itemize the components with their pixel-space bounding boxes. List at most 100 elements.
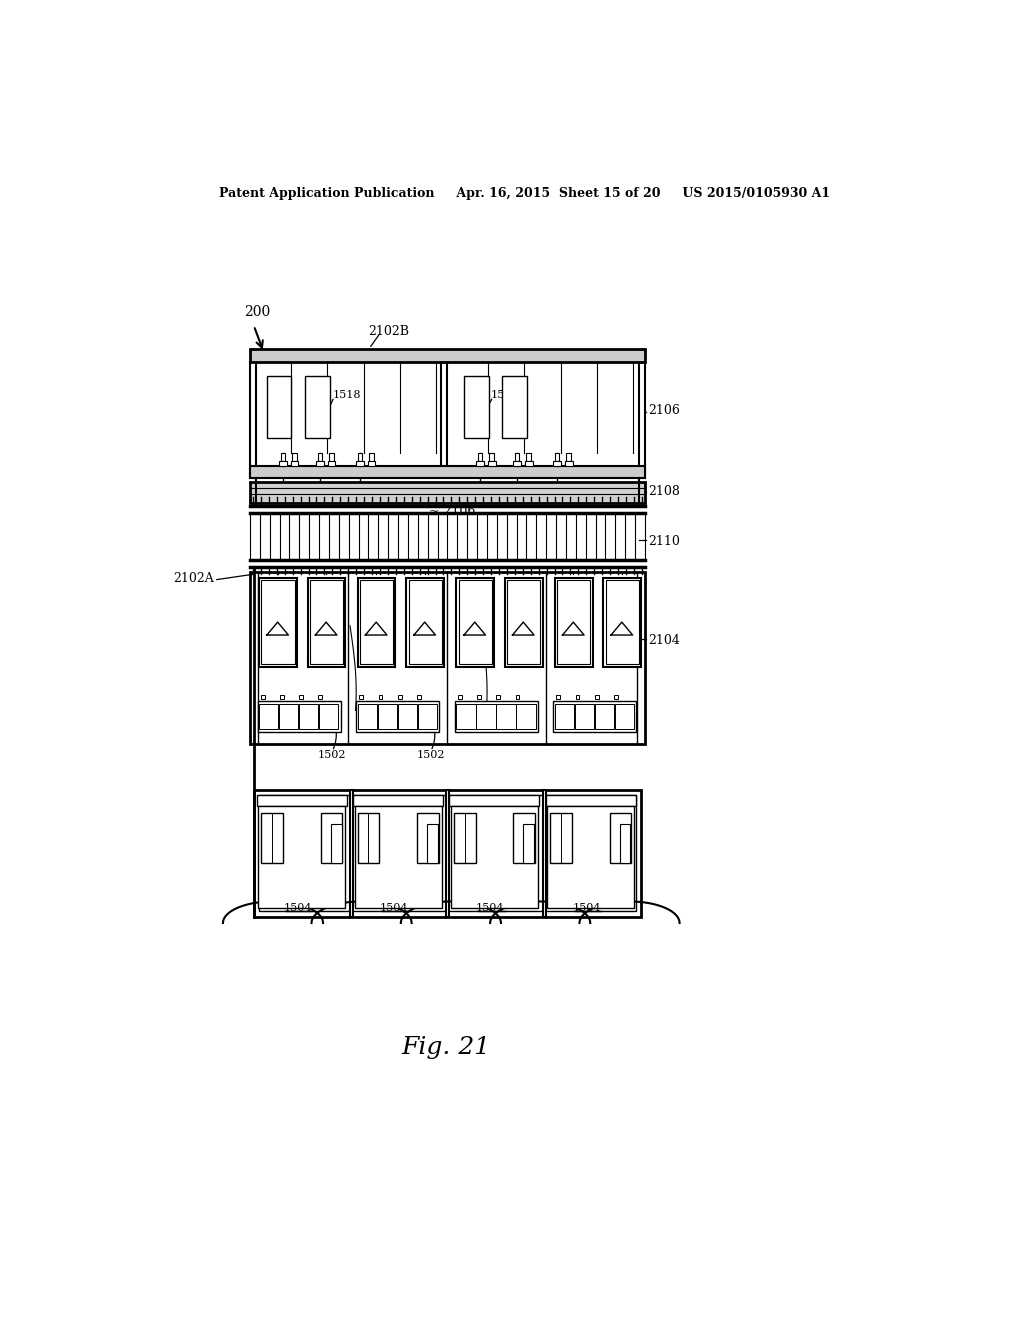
Bar — [318, 696, 323, 700]
Bar — [331, 825, 342, 863]
Bar — [555, 453, 559, 461]
Bar — [497, 696, 500, 700]
Bar — [605, 581, 639, 664]
Bar — [357, 453, 362, 461]
Bar — [458, 696, 462, 700]
Bar — [547, 807, 634, 908]
Bar — [316, 461, 324, 466]
Bar — [259, 578, 297, 667]
Bar — [330, 453, 334, 461]
Bar — [574, 705, 594, 729]
Text: 1518: 1518 — [490, 389, 519, 400]
Bar — [250, 362, 256, 478]
Bar — [557, 581, 590, 664]
Bar — [556, 696, 560, 700]
Bar — [565, 461, 572, 466]
Bar — [546, 795, 636, 807]
Bar — [477, 696, 481, 700]
Text: 2110: 2110 — [648, 535, 680, 548]
Bar — [441, 362, 447, 466]
Bar — [379, 696, 382, 700]
Bar — [378, 705, 397, 729]
Bar — [489, 453, 494, 461]
Text: 2104: 2104 — [648, 634, 680, 647]
Bar — [397, 696, 401, 700]
Bar — [450, 795, 540, 807]
Bar — [575, 696, 580, 700]
Bar — [299, 705, 318, 729]
Bar — [543, 789, 546, 917]
Bar — [321, 813, 342, 863]
Bar — [478, 453, 482, 461]
Bar — [261, 581, 295, 664]
Bar — [250, 350, 645, 362]
Bar — [356, 461, 364, 466]
Bar — [523, 825, 535, 863]
Bar — [250, 482, 645, 503]
Bar — [259, 795, 636, 911]
Bar — [353, 795, 443, 807]
Bar — [250, 466, 645, 478]
Bar — [258, 807, 345, 908]
Bar — [457, 705, 475, 729]
Bar — [614, 705, 634, 729]
Bar — [476, 705, 496, 729]
Bar — [254, 789, 641, 917]
Bar — [354, 807, 441, 908]
Bar — [553, 701, 637, 733]
Text: 1504: 1504 — [284, 903, 312, 912]
Bar — [526, 453, 531, 461]
Bar — [250, 572, 645, 743]
Bar — [516, 705, 536, 729]
Bar — [464, 376, 488, 438]
Bar — [370, 453, 374, 461]
Bar — [307, 578, 345, 667]
Bar — [319, 705, 339, 729]
Bar — [258, 701, 341, 733]
Bar — [497, 705, 515, 729]
Bar — [292, 453, 297, 461]
Bar — [305, 376, 330, 438]
Bar — [310, 581, 343, 664]
Bar — [524, 461, 532, 466]
Text: 1504: 1504 — [572, 903, 601, 912]
Bar — [360, 581, 393, 664]
Text: 2108: 2108 — [648, 484, 680, 498]
Bar — [328, 461, 336, 466]
Bar — [503, 376, 527, 438]
Bar — [614, 696, 617, 700]
Bar — [446, 789, 450, 917]
Bar — [409, 581, 441, 664]
Bar — [555, 578, 593, 667]
Bar — [417, 813, 438, 863]
Bar — [566, 453, 571, 461]
Bar — [555, 705, 574, 729]
Bar — [357, 813, 379, 863]
Bar — [595, 696, 599, 700]
Bar — [505, 578, 543, 667]
Bar — [487, 461, 496, 466]
Bar — [455, 701, 538, 733]
Bar — [357, 578, 395, 667]
Bar — [317, 453, 323, 461]
Bar — [427, 825, 438, 863]
Bar — [451, 807, 538, 908]
Text: 1504: 1504 — [476, 903, 505, 912]
Bar — [476, 461, 484, 466]
Bar — [507, 581, 541, 664]
Bar — [368, 461, 376, 466]
Bar — [291, 461, 298, 466]
Bar — [257, 795, 347, 807]
Text: 1502: 1502 — [318, 750, 346, 760]
Bar — [350, 789, 353, 917]
Bar — [261, 696, 264, 700]
Bar — [267, 376, 292, 438]
Bar — [609, 813, 631, 863]
Bar — [417, 696, 421, 700]
Bar — [299, 696, 303, 700]
Text: 2102A: 2102A — [173, 573, 214, 585]
Text: Fig. 21: Fig. 21 — [401, 1036, 490, 1059]
Text: ~ 2106: ~ 2106 — [429, 504, 476, 517]
Bar — [515, 696, 519, 700]
Text: 2102B: 2102B — [368, 325, 409, 338]
